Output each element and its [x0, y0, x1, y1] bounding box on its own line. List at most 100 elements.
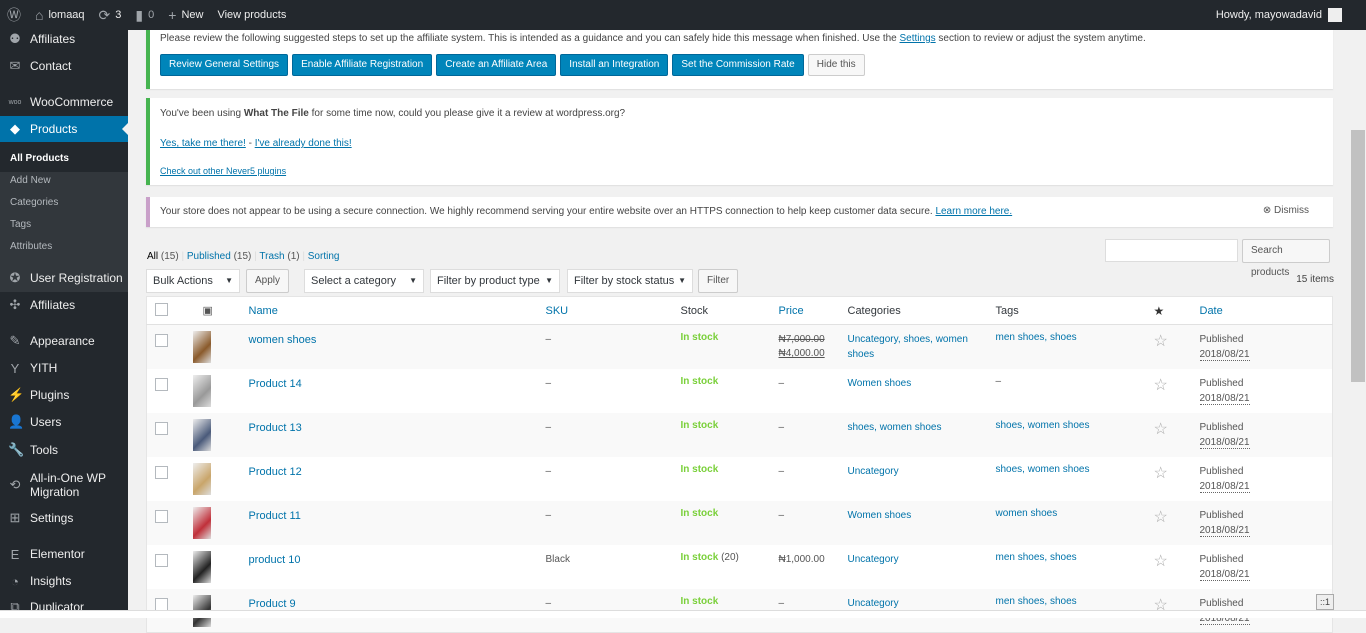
product-tags[interactable]: women shoes	[995, 507, 1058, 519]
product-name-link[interactable]: women shoes	[248, 334, 317, 346]
search-input[interactable]	[1105, 239, 1238, 262]
product-thumbnail[interactable]	[192, 331, 211, 363]
product-name-link[interactable]: Product 13	[248, 421, 302, 434]
setup-button-2[interactable]: Enable Affiliate Registration	[292, 54, 433, 76]
view-all[interactable]: All (15)	[147, 251, 179, 262]
column-price[interactable]: Price	[778, 304, 804, 317]
featured-star-icon[interactable]: ☆	[1153, 552, 1168, 570]
product-thumbnail[interactable]	[192, 374, 211, 407]
column-date[interactable]: Date	[1199, 304, 1223, 317]
submenu-add-new[interactable]: Add New	[10, 175, 51, 186]
dismiss-button[interactable]: ⊗ Dismiss	[1262, 205, 1309, 216]
sidebar-item-insights[interactable]: ◔ Insights	[0, 573, 128, 589]
review-done-link[interactable]: I've already done this!	[254, 138, 352, 149]
row-checkbox[interactable]	[155, 509, 168, 523]
view-sorting[interactable]: Sorting	[307, 251, 340, 262]
submenu-categories[interactable]: Categories	[10, 197, 59, 208]
sidebar-item-contact[interactable]: ✉ Contact	[0, 58, 128, 74]
sidebar-item-affiliates[interactable]: ✣ Affiliates	[0, 297, 128, 313]
featured-star-icon[interactable]: ☆	[1153, 464, 1168, 482]
product-name-link[interactable]: Product 11	[248, 509, 301, 522]
new-link[interactable]: + New	[161, 0, 210, 30]
row-checkbox[interactable]	[155, 421, 168, 435]
stock-status-select[interactable]: Filter by stock status	[567, 269, 693, 293]
row-checkbox[interactable]	[155, 377, 168, 391]
product-categories[interactable]: shoes, women shoes	[847, 421, 942, 433]
sidebar-item-all-in-one-wp-migration[interactable]: ⟲ All-in-One WP Migration	[0, 469, 128, 501]
account-menu[interactable]: Howdy, mayowadavid	[1216, 0, 1342, 30]
updates-link[interactable]: ⟳ 3	[92, 0, 129, 30]
product-type-select[interactable]: Filter by product type	[430, 269, 560, 293]
sidebar-item-yith[interactable]: Y YITH	[0, 360, 128, 376]
select-all-checkbox[interactable]	[155, 302, 168, 316]
sidebar-item-user-registration[interactable]: ✪ User Registration	[0, 270, 128, 286]
featured-star-icon[interactable]: ☆	[1153, 508, 1168, 526]
view-products-link[interactable]: View products	[210, 0, 293, 30]
product-name-link[interactable]: product 10	[248, 553, 301, 566]
row-checkbox[interactable]	[155, 597, 168, 611]
featured-star-icon[interactable]: ★	[1153, 296, 1200, 325]
product-thumbnail[interactable]	[192, 462, 211, 495]
product-name-link[interactable]: Product 9	[248, 597, 296, 610]
featured-star-icon[interactable]: ☆	[1153, 596, 1168, 614]
product-name-link[interactable]: Product 12	[248, 465, 302, 478]
sidebar-item-woocommerce[interactable]: woo WooCommerce	[0, 94, 128, 110]
product-tags[interactable]: –	[995, 375, 1002, 387]
setup-button-1[interactable]: Review General Settings	[160, 54, 289, 76]
row-checkbox[interactable]	[155, 465, 168, 479]
search-products-button[interactable]: Search products	[1242, 239, 1330, 278]
bulk-actions-select[interactable]: Bulk Actions	[146, 269, 240, 293]
product-tags[interactable]: men shoes, shoes	[995, 595, 1077, 607]
product-name-link[interactable]: Product 14	[248, 377, 302, 390]
product-categories[interactable]: Uncategory	[847, 553, 899, 565]
product-tags[interactable]: men shoes, shoes	[995, 332, 1077, 343]
submenu-tags[interactable]: Tags	[10, 219, 32, 230]
site-link[interactable]: ⌂ lomaaq	[28, 0, 92, 30]
product-tags[interactable]: shoes, women shoes	[995, 419, 1090, 431]
product-tags[interactable]: shoes, women shoes	[995, 463, 1090, 475]
sidebar-item-users[interactable]: 👤 Users	[0, 414, 128, 430]
product-thumbnail[interactable]	[192, 506, 211, 539]
product-categories[interactable]: Women shoes	[847, 509, 912, 521]
setup-button-3[interactable]: Create an Affiliate Area	[436, 54, 557, 76]
apply-button[interactable]: Apply	[246, 269, 290, 293]
featured-star-icon[interactable]: ☆	[1153, 376, 1168, 394]
view-published[interactable]: Published (15)	[186, 251, 252, 262]
sidebar-item-settings[interactable]: ⊞ Settings	[0, 510, 128, 526]
product-categories[interactable]: Uncategory	[847, 465, 899, 477]
filter-button[interactable]: Filter	[698, 269, 739, 293]
product-thumbnail[interactable]	[192, 550, 211, 583]
product-thumbnail[interactable]	[192, 418, 211, 451]
comments-link[interactable]: ▮ 0	[128, 0, 161, 30]
hide-notice-button[interactable]: Hide this	[807, 54, 865, 76]
scrollbar-thumb[interactable]	[1351, 130, 1365, 382]
product-categories[interactable]: Uncategory, shoes, women shoes	[847, 334, 968, 360]
product-categories[interactable]: Uncategory	[847, 597, 899, 609]
sidebar-item-appearance[interactable]: ✎ Appearance	[0, 333, 128, 349]
wp-logo[interactable]: Ⓦ	[0, 0, 28, 30]
sidebar-item-products[interactable]: ◆ Products	[0, 116, 128, 142]
row-checkbox[interactable]	[155, 334, 168, 347]
setup-button-4[interactable]: Install an Integration	[560, 54, 669, 76]
sidebar-item-elementor[interactable]: E Elementor	[0, 546, 128, 562]
submenu-attributes[interactable]: Attributes	[10, 241, 53, 252]
learn-more-link[interactable]: Learn more here.	[935, 206, 1013, 217]
sidebar-item-plugins[interactable]: ⚡ Plugins	[0, 387, 128, 403]
review-yes-link[interactable]: Yes, take me there!	[160, 138, 246, 149]
featured-star-icon[interactable]: ☆	[1153, 420, 1168, 438]
scrollbar[interactable]	[1350, 30, 1366, 610]
view-trash[interactable]: Trash (1)	[259, 251, 300, 262]
submenu-all-products[interactable]: All Products	[10, 153, 69, 164]
category-select[interactable]: Select a category	[304, 269, 424, 293]
featured-star-icon[interactable]: ☆	[1153, 333, 1168, 350]
sidebar-item-affiliates[interactable]: ⚉ Affiliates	[0, 31, 128, 47]
settings-link[interactable]: Settings	[899, 33, 936, 44]
product-tags[interactable]: men shoes, shoes	[995, 551, 1077, 563]
column-name[interactable]: Name	[248, 304, 278, 317]
sidebar-item-tools[interactable]: 🔧 Tools	[0, 442, 128, 458]
other-plugins-link[interactable]: Check out other Never5 plugins	[160, 166, 287, 176]
column-sku[interactable]: SKU	[545, 304, 569, 317]
product-categories[interactable]: Women shoes	[847, 377, 912, 389]
setup-button-5[interactable]: Set the Commission Rate	[672, 54, 804, 76]
row-checkbox[interactable]	[155, 553, 168, 567]
